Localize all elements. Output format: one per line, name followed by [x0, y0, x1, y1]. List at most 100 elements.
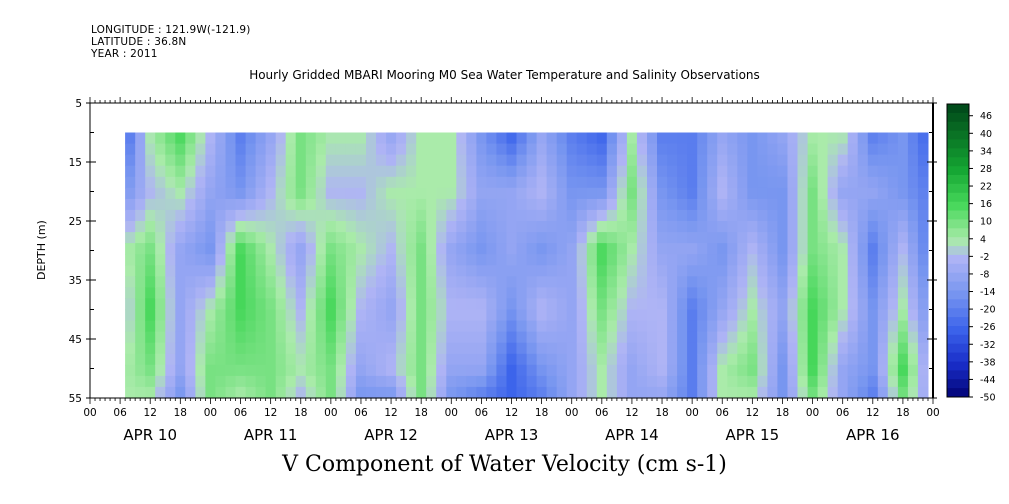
colorbar-bin — [947, 121, 969, 132]
heatmap-cell — [165, 353, 176, 366]
heatmap-cell — [225, 254, 237, 266]
heatmap-cell — [576, 375, 588, 388]
heatmap-cell — [436, 298, 447, 311]
heatmap-cell — [747, 176, 758, 189]
heatmap-cell — [325, 331, 337, 344]
heatmap-cell — [476, 331, 487, 344]
heatmap-cell — [667, 309, 678, 322]
heatmap-cell — [636, 221, 648, 233]
heatmap-cell — [476, 221, 487, 233]
heatmap-cell — [767, 331, 778, 344]
heatmap-cell — [396, 165, 407, 178]
heatmap-cell — [626, 320, 638, 333]
heatmap-cell — [165, 243, 176, 255]
heatmap-cell — [707, 364, 718, 377]
heatmap-cell — [165, 265, 176, 277]
heatmap-cell — [827, 232, 839, 244]
heatmap-cell — [827, 221, 839, 233]
heatmap-cell — [456, 209, 467, 222]
heatmap-cell — [636, 232, 648, 244]
heatmap-cell — [205, 331, 216, 344]
heatmap-cell — [496, 309, 507, 322]
heatmap-cell — [516, 298, 528, 311]
heatmap-cell — [576, 320, 588, 333]
heatmap-cell — [887, 298, 899, 311]
heatmap-cell — [907, 386, 919, 399]
heatmap-cell — [366, 232, 377, 244]
heatmap-cell — [907, 132, 919, 145]
heatmap-cell — [737, 254, 748, 266]
variable-label: V Component of Water Velocity (cm s-1) — [282, 452, 727, 477]
heatmap-cell — [195, 165, 206, 178]
heatmap-cell — [907, 154, 919, 167]
heatmap-cell — [757, 132, 768, 145]
colorbar-label: 10 — [980, 217, 992, 228]
heatmap-cell — [416, 265, 427, 277]
heatmap-cell — [526, 254, 538, 266]
heatmap-cell — [436, 320, 447, 333]
heatmap-cell — [416, 243, 427, 255]
heatmap-cell — [596, 298, 608, 311]
heatmap-cell — [797, 353, 809, 366]
heatmap-cell — [466, 187, 477, 200]
heatmap-cell — [907, 221, 919, 233]
heatmap-cell — [345, 165, 357, 178]
heatmap-cell — [566, 331, 578, 344]
heatmap-cell — [697, 309, 708, 322]
heatmap-cell — [335, 154, 347, 167]
heatmap-cell — [325, 232, 337, 244]
heatmap-cell — [556, 375, 568, 388]
heatmap-cell — [265, 364, 277, 377]
heatmap-cell — [807, 165, 819, 178]
heatmap-cell — [506, 320, 518, 333]
heatmap-cell — [576, 265, 588, 277]
heatmap-cell — [145, 265, 156, 277]
heatmap-cell — [857, 154, 869, 167]
heatmap-cell — [677, 232, 688, 244]
heatmap-cell — [275, 364, 287, 377]
heatmap-cell — [767, 287, 778, 300]
heatmap-cell — [275, 353, 287, 366]
heatmap-cell — [175, 176, 186, 189]
heatmap-cell — [707, 176, 718, 189]
heatmap-cell — [506, 254, 518, 266]
heatmap-cell — [275, 386, 287, 399]
heatmap-cell — [777, 276, 788, 288]
heatmap-cell — [145, 364, 156, 377]
heatmap-cell — [265, 198, 277, 211]
heatmap-cell — [616, 132, 628, 145]
heatmap-cell — [667, 209, 678, 222]
heatmap-cell — [747, 154, 758, 167]
heatmap-cell — [787, 287, 799, 300]
heatmap-cell — [386, 342, 397, 355]
heatmap-cell — [235, 320, 247, 333]
heatmap-cell — [877, 254, 889, 266]
heatmap-cell — [697, 132, 708, 145]
heatmap-cell — [897, 154, 909, 167]
heatmap-cell — [466, 309, 477, 322]
heatmap-cell — [456, 221, 467, 233]
heatmap-cell — [135, 364, 146, 377]
heatmap-cell — [727, 143, 738, 156]
heatmap-cell — [657, 364, 668, 377]
heatmap-cell — [626, 276, 638, 288]
heatmap-cell — [255, 320, 267, 333]
heatmap-cell — [396, 386, 407, 399]
heatmap-cell — [907, 187, 919, 200]
heatmap-cell — [155, 309, 166, 322]
heatmap-cell — [606, 375, 618, 388]
heatmap-cell — [636, 143, 648, 156]
heatmap-cell — [647, 176, 658, 189]
heatmap-cell — [165, 209, 176, 222]
heatmap-cell — [215, 331, 226, 344]
heatmap-cell — [897, 342, 909, 355]
heatmap-cell — [386, 265, 397, 277]
colorbar-bin — [947, 272, 969, 283]
heatmap-cell — [155, 176, 166, 189]
heatmap-cell — [867, 375, 879, 388]
heatmap-cell — [426, 287, 437, 300]
heatmap-cell — [175, 298, 186, 311]
heatmap-cell — [797, 143, 809, 156]
heatmap-cell — [295, 187, 307, 200]
heatmap-cell — [325, 209, 337, 222]
